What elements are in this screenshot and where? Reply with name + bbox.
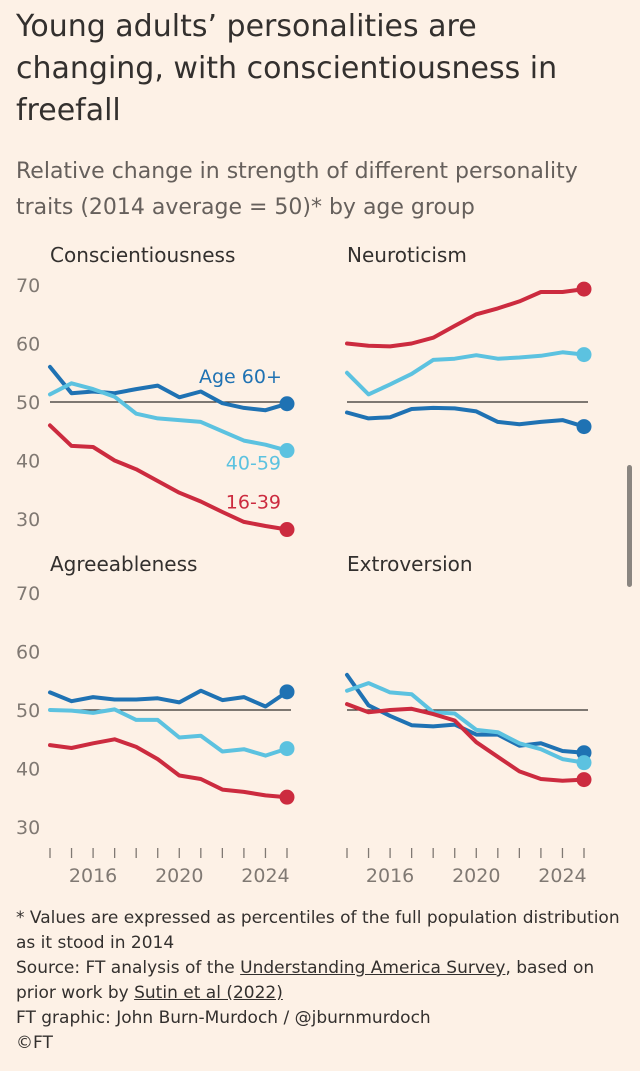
series-endpoint [576, 347, 592, 363]
panel-title: Extroversion [347, 552, 473, 576]
chart-subtitle: Relative change in strength of different… [16, 159, 578, 220]
series-line-age-60- [345, 405, 586, 429]
x-tick-label: 2020 [452, 865, 500, 887]
source-link-uas[interactable]: Understanding America Survey [240, 958, 506, 978]
panel-extroversion: Extroversion 2016 2020 2024 [345, 552, 592, 887]
y-tick-label: 30 [16, 509, 40, 531]
graphic-credit: FT graphic: John Burn-Murdoch / @jburnmu… [16, 1008, 431, 1028]
source-mid: , based on prior work by [16, 958, 595, 1003]
series-line-40-59 [345, 350, 586, 397]
y-tick-label: 70 [16, 583, 40, 605]
x-tick-label: 2016 [69, 865, 117, 887]
y-tick-label: 60 [16, 642, 40, 664]
small-multiples-chart: Conscientiousness 70 60 50 40 30 Age 60+ 40-59 1… [16, 243, 592, 887]
y-tick-label: 40 [16, 759, 40, 781]
y-tick-label: 40 [16, 451, 40, 473]
y-tick-label: 60 [16, 334, 40, 356]
series-endpoint [576, 281, 592, 297]
panel-conscientiousness: Conscientiousness 70 60 50 40 30 Age 60+ 40-59 1… [16, 243, 295, 538]
series-endpoint [279, 741, 295, 757]
series-endpoint [279, 789, 295, 805]
panel-neuroticism: Neuroticism [345, 243, 592, 435]
y-tick-label: 30 [16, 817, 40, 839]
series-line-16-39 [345, 702, 586, 783]
y-tick-label: 50 [16, 392, 40, 414]
x-tick-label: 2020 [155, 865, 203, 887]
series-line-age-60- [345, 672, 586, 755]
footnote: * Values are expressed as percentiles of… [16, 908, 620, 953]
series-line-40-59 [48, 381, 289, 453]
panel-title: Neuroticism [347, 243, 467, 267]
series-label: Age 60+ [199, 366, 282, 388]
x-tick-label: 2024 [241, 865, 289, 887]
series-label: 16-39 [226, 492, 281, 514]
panel-agreeableness: Agreeableness 70 60 50 40 30 2016 2020 2024 [16, 552, 295, 887]
copyright: ©FT [16, 1033, 53, 1053]
series-endpoint [279, 522, 295, 538]
x-tick-label: 2024 [538, 865, 586, 887]
series-line-16-39 [48, 737, 289, 800]
series-endpoint [576, 419, 592, 435]
source-prefix: Source: FT analysis of the [16, 958, 241, 978]
series-line-16-39 [48, 423, 289, 532]
series-line-age-60- [48, 364, 289, 413]
series-endpoint [279, 684, 295, 700]
source-line: Source: FT analysis of the Understanding… [16, 956, 626, 1006]
panel-title: Conscientiousness [50, 243, 235, 267]
series-line-age-60- [48, 688, 289, 709]
series-endpoint [576, 755, 592, 771]
x-tick-label: 2016 [366, 865, 414, 887]
scrollbar-thumb[interactable] [627, 465, 632, 587]
series-endpoint [576, 772, 592, 788]
series-line-40-59 [345, 681, 586, 765]
series-line-16-39 [345, 287, 586, 349]
y-tick-label: 50 [16, 700, 40, 722]
panel-title: Agreeableness [50, 552, 197, 576]
source-link-sutin[interactable]: Sutin et al (2022) [134, 983, 283, 1003]
chart-title: Young adults’ personalities are changing… [16, 9, 558, 128]
series-endpoint [279, 396, 295, 412]
y-tick-label: 70 [16, 275, 40, 297]
series-line-40-59 [48, 707, 289, 758]
series-endpoint [279, 443, 295, 459]
chart-notes: * Values are expressed as percentiles of… [16, 906, 626, 1056]
series-label: 40-59 [226, 453, 281, 475]
